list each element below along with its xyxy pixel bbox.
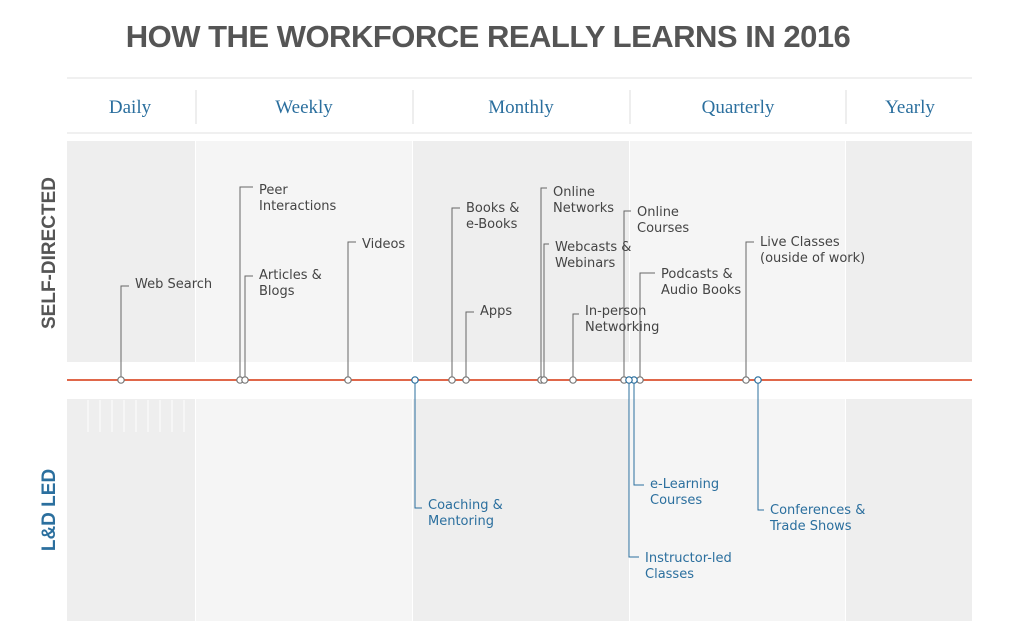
frequency-header-weekly: Weekly [275, 97, 333, 118]
diagram-title: HOW THE WORKFORCE REALLY LEARNS IN 2016 [126, 19, 851, 54]
marker-coaching-mentoring [411, 376, 419, 384]
ld-band-monthly [413, 399, 629, 621]
connector-videos [347, 241, 356, 380]
connector-webcasts-webinars [543, 243, 549, 380]
item-label-e-learning-courses: e-Learning Courses [650, 477, 719, 508]
item-label-articles-blogs: Articles & Blogs [259, 268, 322, 299]
item-label-coaching-mentoring: Coaching & Mentoring [428, 498, 503, 529]
marker-videos [344, 376, 352, 384]
item-label-instructor-led-classes: Instructor-led Classes [645, 551, 732, 582]
frequency-headers: Daily Weekly Monthly Quarterly Yearly [109, 90, 935, 124]
item-label-web-search: Web Search [135, 277, 212, 292]
item-label-conferences-trade-shows: Conferences & Trade Shows [769, 503, 865, 534]
marker-apps [462, 376, 470, 384]
item-label-podcasts-audio-books: Podcasts & Audio Books [661, 267, 741, 298]
connector-e-learning-courses [633, 380, 644, 486]
connector-online-networks [540, 187, 547, 380]
connector-coaching-mentoring [414, 380, 422, 509]
self-band-quarterly [630, 141, 845, 362]
marker-books-e-books [448, 376, 456, 384]
ld-band-quarterly [630, 399, 845, 621]
frequency-header-yearly: Yearly [885, 97, 935, 118]
connector-peer-interactions [239, 186, 253, 380]
item-label-live-classes-ouside-of-work: Live Classes (ouside of work) [760, 235, 865, 266]
connector-articles-blogs [244, 275, 253, 380]
connector-instructor-led-classes [628, 380, 639, 558]
ld-band-daily [67, 399, 195, 621]
marker-conferences-trade-shows [754, 376, 762, 384]
ld-led-row-label: L&D LED [39, 469, 60, 551]
item-label-in-person-networking: In-person Networking [585, 304, 659, 335]
self-band-daily [67, 141, 195, 362]
frequency-bands [67, 141, 972, 621]
connector-in-person-networking [572, 313, 579, 380]
item-label-webcasts-webinars: Webcasts & Webinars [555, 240, 631, 271]
frequency-header-daily: Daily [109, 97, 152, 118]
self-band-yearly [846, 141, 972, 362]
item-labels: Web Search Peer Interactions Articles & Blog… [135, 183, 865, 582]
item-connectors [120, 186, 764, 558]
item-label-online-courses: Online Courses [637, 205, 689, 236]
marker-in-person-networking [569, 376, 577, 384]
ld-band-weekly [196, 399, 412, 621]
self-band-monthly [413, 141, 629, 362]
marker-webcasts-webinars [540, 376, 548, 384]
item-label-videos: Videos [362, 237, 405, 252]
marker-web-search [117, 376, 125, 384]
marker-live-classes-ouside-of-work [742, 376, 750, 384]
connector-online-courses [623, 210, 631, 380]
item-label-apps: Apps [480, 304, 512, 319]
connector-web-search [120, 285, 129, 380]
ld-band-yearly [846, 399, 972, 621]
timeline-markers [117, 376, 762, 384]
item-label-books-e-books: Books & e-Books [466, 201, 519, 232]
item-label-online-networks: Online Networks [553, 185, 614, 216]
item-label-peer-interactions: Peer Interactions [259, 183, 337, 214]
connector-live-classes-ouside-of-work [745, 241, 754, 380]
connector-books-e-books [451, 207, 460, 380]
frequency-header-quarterly: Quarterly [702, 97, 775, 118]
connector-podcasts-audio-books [639, 272, 655, 380]
marker-instructor-led-classes [625, 376, 633, 384]
marker-articles-blogs [241, 376, 249, 384]
connector-apps [465, 311, 474, 380]
frequency-header-monthly: Monthly [488, 97, 554, 118]
self-band-weekly [196, 141, 412, 362]
connector-conferences-trade-shows [757, 380, 764, 511]
self-directed-row-label: SELF-DIRECTED [39, 177, 60, 329]
